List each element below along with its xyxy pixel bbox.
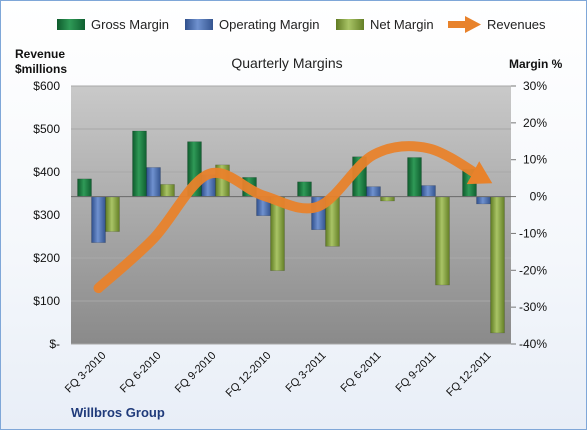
y-right-tick-label: -40% — [519, 337, 547, 351]
chart-title: Quarterly Margins — [231, 55, 342, 71]
revenues-arrowhead — [466, 161, 493, 185]
bar-net-margin — [160, 184, 175, 197]
x-tick-label: FQ 9-2011 — [394, 350, 439, 395]
y-right-tick-label: 10% — [523, 153, 547, 167]
legend-label-gross-margin: Gross Margin — [91, 17, 169, 32]
bar-gross-margin — [297, 181, 312, 197]
revenues-line — [93, 141, 489, 294]
x-tick-label: FQ 12-2011 — [444, 350, 493, 399]
y-left-tick-label: $400 — [33, 165, 60, 179]
bar-operating-margin — [146, 167, 161, 197]
legend-swatch-operating-margin — [185, 19, 213, 30]
x-tick-label: FQ 12-2010 — [224, 350, 274, 400]
bar-gross-margin — [132, 130, 147, 197]
bar-operating-margin — [476, 196, 491, 205]
bar-gross-margin — [77, 178, 92, 197]
y-right-tick-label: 0% — [530, 190, 548, 204]
y-right-tick-label: -10% — [519, 226, 547, 240]
y-left-tick-label: $- — [49, 337, 60, 351]
y-left-tick-label: $500 — [33, 122, 60, 136]
y-left-tick-label: $600 — [33, 79, 60, 93]
y-right-tick-label: -30% — [519, 300, 547, 314]
y-right-axis-title: Margin % — [509, 57, 563, 71]
y-right-tick-labels: -40% -30% -20% -10% 0% 10% 20% 30% — [511, 79, 547, 351]
y-left-tick-label: $300 — [33, 208, 60, 222]
y-right-tick-label: 30% — [523, 79, 547, 93]
y-right-tick-label: -20% — [519, 263, 547, 277]
bar-gross-margin — [407, 157, 422, 197]
bar-net-margin — [105, 196, 120, 232]
revenue-line-layer — [93, 141, 493, 294]
bar-net-margin — [380, 196, 395, 202]
legend-label-net-margin: Net Margin — [370, 17, 434, 32]
legend-swatch-net-margin — [336, 19, 364, 30]
x-tick-labels: FQ 3-2010 FQ 6-2010 FQ 9-2010 FQ 12-2010 FQ … — [63, 350, 494, 400]
gridlines — [71, 85, 511, 345]
legend: Gross Margin Operating Margin Net Margin… — [57, 16, 546, 33]
x-tick-label: FQ 3-2011 — [284, 350, 329, 395]
y-left-axis-title-line-1: Revenue — [15, 47, 65, 61]
legend-swatch-gross-margin — [57, 19, 85, 30]
legend-swatch-revenues — [448, 16, 481, 33]
legend-label-operating-margin: Operating Margin — [219, 17, 319, 32]
bar-operating-margin — [91, 196, 106, 243]
bar-operating-margin — [421, 185, 436, 197]
bar-net-margin — [435, 196, 450, 286]
y-left-axis-title-line-2: $millions — [15, 62, 67, 76]
company-name: Willbros Group — [71, 405, 165, 420]
x-tick-label: FQ 6-2010 — [118, 350, 164, 396]
x-tick-label: FQ 3-2010 — [63, 350, 109, 396]
y-left-tick-label: $200 — [33, 251, 60, 265]
bar-operating-margin — [366, 186, 381, 197]
x-tick-label: FQ 9-2010 — [173, 350, 219, 396]
y-left-tick-labels: $- $100 $200 $300 $400 $500 $600 — [33, 79, 60, 351]
bar-net-margin — [490, 196, 505, 334]
x-tick-label: FQ 6-2011 — [339, 350, 384, 395]
y-right-tick-label: 20% — [523, 116, 547, 130]
y-left-tick-label: $100 — [33, 294, 60, 308]
legend-label-revenues: Revenues — [487, 17, 546, 32]
